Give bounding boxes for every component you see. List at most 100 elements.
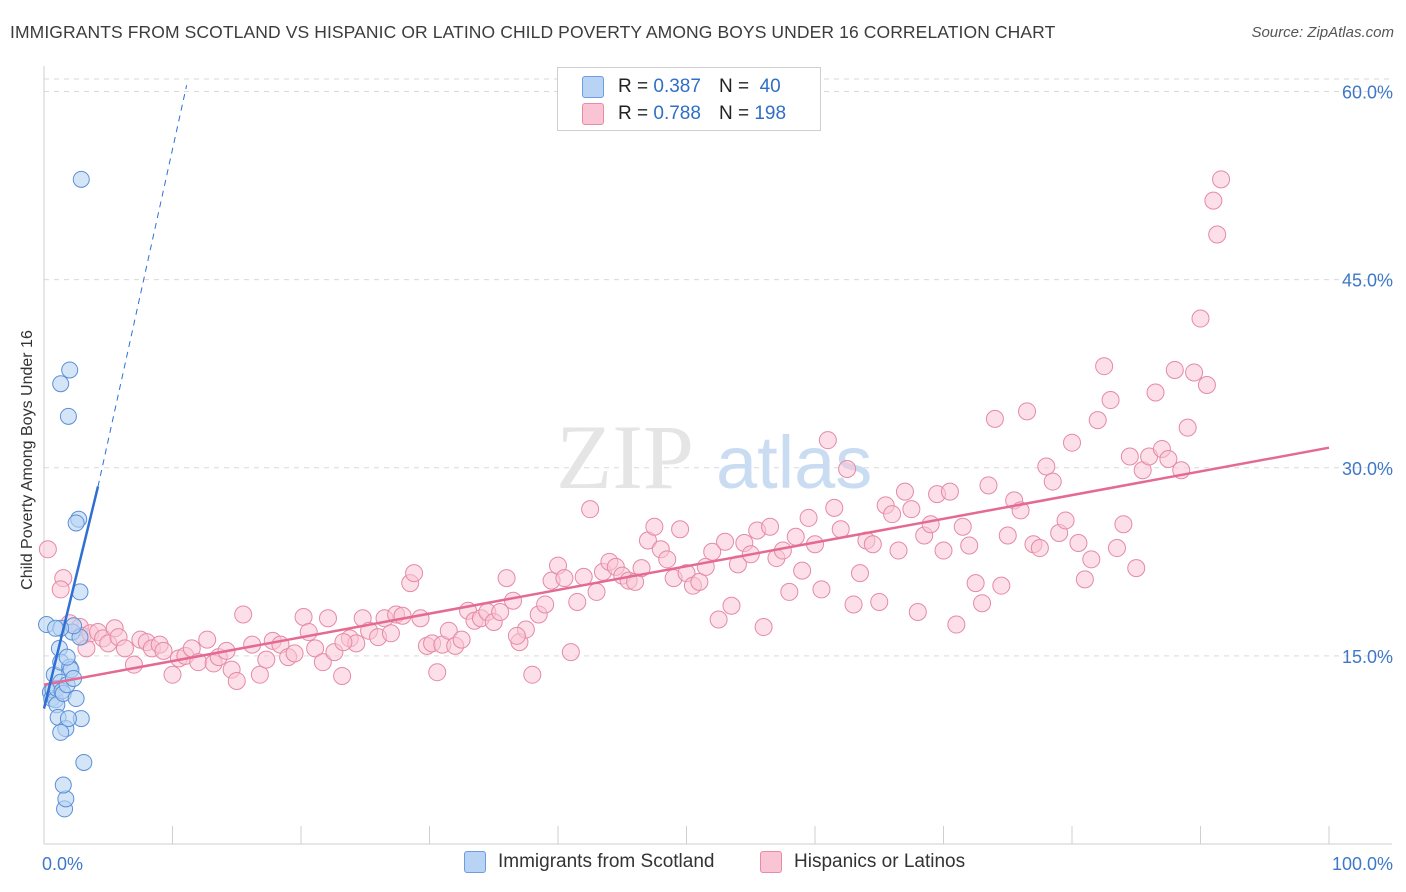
- legend-r-value: 0.788: [653, 103, 701, 124]
- scotland-points: [38, 170, 93, 818]
- hispanic-point: [690, 572, 709, 591]
- y-tick-label: 60.0%: [1342, 83, 1393, 103]
- hispanic-trend-line: [43, 446, 1330, 686]
- series-legend-scotland[interactable]: Immigrants from Scotland: [464, 851, 714, 873]
- series-label-hispanic: Hispanics or Latinos: [794, 851, 966, 872]
- hispanic-point: [992, 576, 1011, 595]
- scotland-trend-extension: [97, 85, 188, 487]
- correlation-legend: R = 0.387 N = 40 R = 0.788 N = 198: [557, 67, 821, 131]
- hispanic-point: [568, 592, 587, 611]
- hispanic-point: [979, 476, 998, 495]
- hispanic-point: [124, 655, 143, 674]
- hispanic-point: [921, 515, 940, 534]
- source-credit: Source: ZipAtlas.com: [1251, 24, 1394, 41]
- hispanic-point: [1030, 539, 1049, 558]
- hispanic-point: [1165, 360, 1184, 379]
- hispanic-point: [1063, 433, 1081, 452]
- hispanic-point: [285, 644, 304, 663]
- hispanic-point: [960, 536, 979, 555]
- chart-title: IMMIGRANTS FROM SCOTLAND VS HISPANIC OR …: [10, 22, 1056, 42]
- hispanic-point: [883, 505, 902, 524]
- hispanic-point: [198, 630, 217, 649]
- hispanic-point: [1120, 447, 1139, 466]
- scotland-point: [57, 790, 75, 808]
- series-swatch-scotland: [464, 851, 486, 873]
- hispanic-point: [902, 500, 921, 519]
- hispanic-point: [761, 517, 780, 536]
- hispanic-point: [818, 431, 837, 450]
- hispanic-point: [561, 643, 580, 662]
- hispanic-point: [587, 582, 606, 601]
- hispanic-point: [334, 633, 353, 652]
- legend-r-value: 0.387: [653, 76, 701, 97]
- axes: [43, 66, 1392, 845]
- hispanic-point: [947, 615, 966, 634]
- hispanic-point: [966, 574, 985, 593]
- scotland-trend-line: [42, 486, 100, 709]
- hispanic-point: [381, 624, 400, 643]
- legend-r-label: R =: [618, 76, 649, 97]
- hispanic-point: [333, 666, 352, 685]
- watermark-zip: ZIP: [556, 406, 694, 508]
- scotland-point: [75, 753, 93, 771]
- hispanic-point: [154, 641, 173, 660]
- hispanic-point: [452, 630, 471, 649]
- hispanic-point: [1197, 376, 1216, 394]
- hispanic-point: [1185, 363, 1204, 382]
- hispanic-point: [439, 621, 458, 640]
- hispanic-point: [428, 663, 447, 682]
- hispanic-point: [1101, 391, 1120, 410]
- legend-row-scotland: R = 0.387 N = 40: [582, 75, 781, 99]
- hispanic-point: [716, 532, 735, 551]
- hispanic-point: [844, 595, 863, 614]
- y-tick-label: 45.0%: [1342, 271, 1393, 291]
- hispanic-point: [405, 564, 424, 583]
- scotland-point: [59, 710, 77, 728]
- hispanic-point: [908, 602, 927, 621]
- watermark: ZIP atlas: [556, 406, 872, 508]
- scotland-point: [52, 723, 70, 741]
- legend-n-label: N =: [718, 76, 750, 97]
- y-tick-label: 15.0%: [1342, 647, 1393, 667]
- series-legend-hispanic[interactable]: Hispanics or Latinos: [760, 851, 965, 873]
- hispanic-point: [504, 591, 523, 610]
- hispanic-point: [1127, 559, 1146, 578]
- hispanic-point: [1204, 191, 1223, 210]
- hispanic-point: [313, 653, 332, 672]
- legend-row-hispanic: R = 0.788 N = 198: [582, 102, 786, 126]
- hispanic-point: [973, 594, 992, 613]
- hispanic-point: [163, 665, 182, 684]
- tick-labels: 15.0% 30.0% 45.0% 60.0% 0.0% 100.0%: [42, 83, 1393, 874]
- scotland-point: [54, 776, 72, 794]
- hispanic-point: [645, 517, 664, 536]
- hispanic-point: [793, 561, 812, 580]
- hispanic-point: [523, 665, 542, 684]
- trend-lines: [42, 85, 1330, 709]
- hispanic-point: [1095, 357, 1114, 376]
- hispanic-point: [227, 671, 246, 690]
- y-tick-label: 30.0%: [1342, 459, 1393, 479]
- series-swatch-hispanic: [760, 851, 782, 873]
- hispanic-point: [1069, 534, 1088, 553]
- hispanic-point: [555, 569, 574, 588]
- hispanic-point: [953, 517, 972, 536]
- hispanic-point: [786, 527, 805, 546]
- hispanic-point: [294, 608, 313, 627]
- hispanic-point: [889, 541, 908, 560]
- scotland-point: [52, 375, 70, 393]
- hispanic-point: [850, 564, 869, 583]
- hispanic-point: [250, 665, 269, 684]
- hispanic-point: [318, 609, 337, 628]
- hispanic-point: [998, 526, 1017, 545]
- hispanic-point: [870, 592, 889, 611]
- scotland-point: [61, 361, 79, 379]
- x-tick-label-min: 0.0%: [42, 854, 83, 874]
- hispanic-point: [1178, 418, 1197, 437]
- hispanic-point: [1037, 457, 1056, 476]
- hispanic-point: [831, 520, 850, 539]
- hispanic-point: [1043, 472, 1062, 491]
- legend-n-value: 40: [759, 76, 781, 97]
- x-tick-label-max: 100.0%: [1332, 854, 1393, 874]
- hispanic-point: [1075, 570, 1094, 589]
